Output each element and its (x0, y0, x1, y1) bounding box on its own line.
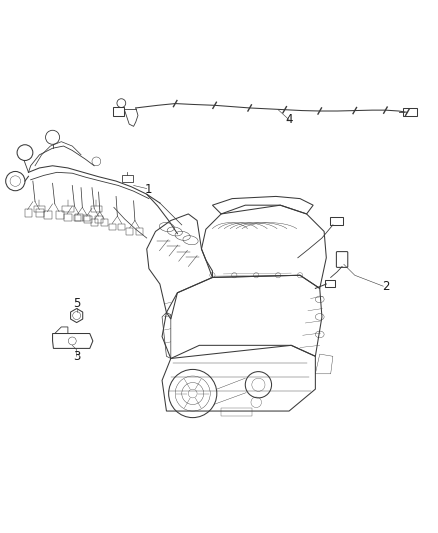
Text: 2: 2 (381, 280, 389, 293)
Text: 1: 1 (145, 183, 153, 196)
Text: 4: 4 (285, 114, 293, 126)
Text: 5: 5 (73, 297, 80, 310)
Text: 3: 3 (73, 350, 80, 363)
